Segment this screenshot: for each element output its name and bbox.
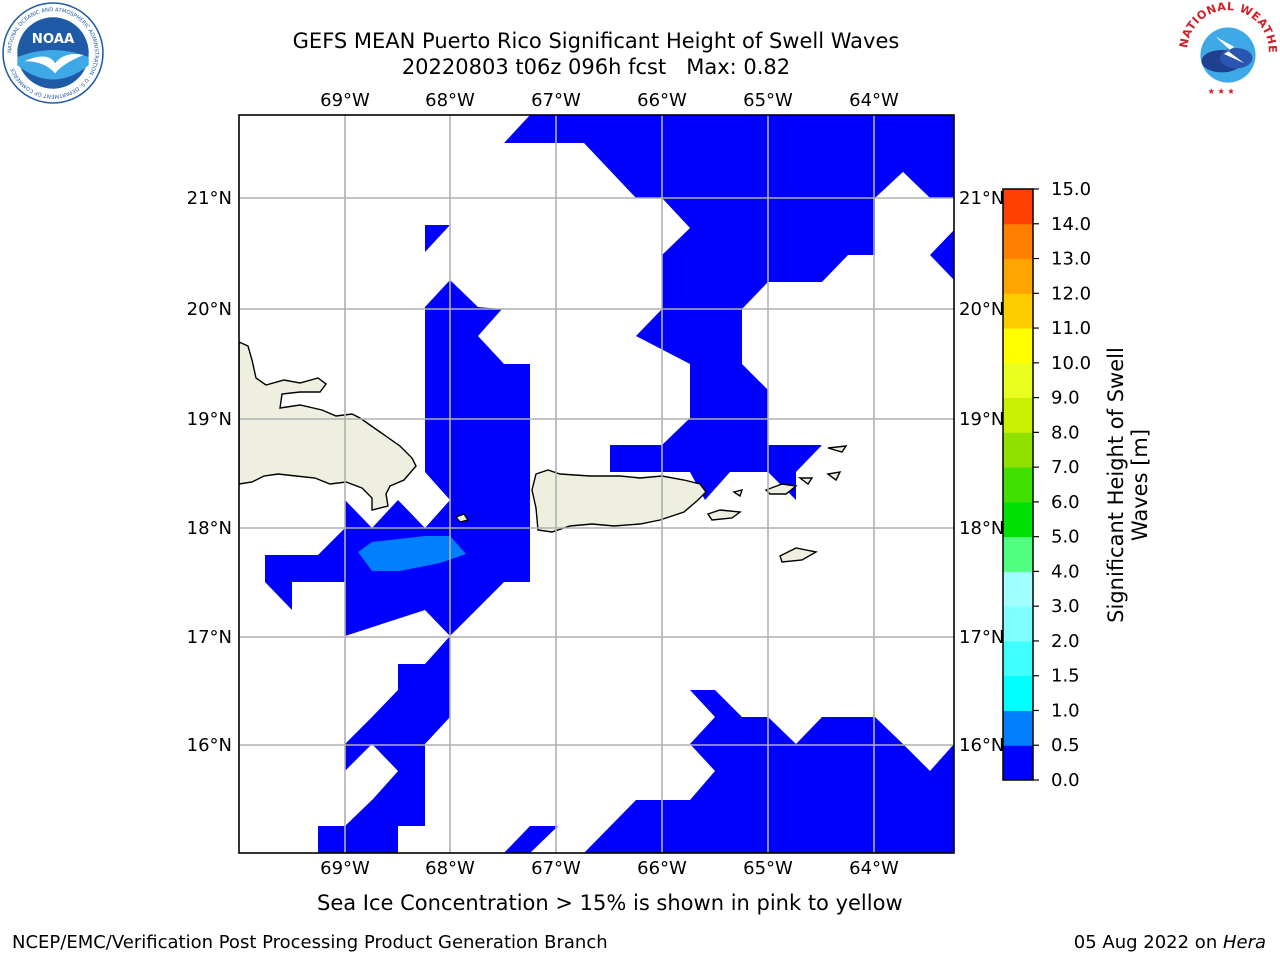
lon-tick-label: 68°W <box>425 858 475 879</box>
st-croix <box>779 547 818 563</box>
anguilla <box>732 489 744 498</box>
swell-field-0.5-1.0 <box>358 536 466 571</box>
map-grid <box>239 115 954 853</box>
colorbar-tick-label: 15.0 <box>1051 179 1091 200</box>
colorbar-segment <box>1003 745 1033 781</box>
footer-host: Hera <box>1222 932 1266 953</box>
lat-tick-label: 16°N <box>187 735 232 756</box>
sea-ice-note: Sea Ice Concentration > 15% is shown in … <box>317 891 903 915</box>
colorbar-segment <box>1003 328 1033 364</box>
colorbar-tick-label: 2.0 <box>1051 631 1080 652</box>
lat-tick-label: 16°N <box>959 735 1004 756</box>
colorbar-tick-label: 5.0 <box>1051 527 1080 548</box>
colorbar-tick-label: 9.0 <box>1051 388 1080 409</box>
colorbar-tick-label: 4.0 <box>1051 561 1080 582</box>
colorbar-frame <box>1002 188 1034 781</box>
lat-tick-label: 20°N <box>959 299 1004 320</box>
virgin-islands-c <box>826 471 842 482</box>
footer-credit: NCEP/EMC/Verification Post Processing Pr… <box>12 932 608 953</box>
colorbar-tick-label: 8.0 <box>1051 422 1080 443</box>
colorbar-tick-label: 0.5 <box>1051 735 1080 756</box>
lon-tick-label: 64°W <box>849 858 899 879</box>
colorbar-segment <box>1003 675 1033 711</box>
colorbar-tick-label: 1.0 <box>1051 700 1080 721</box>
lat-tick-label: 17°N <box>187 627 232 648</box>
colorbar-segment <box>1003 640 1033 677</box>
swell-field-0-0.5 <box>265 115 954 853</box>
map-area <box>239 115 954 853</box>
map-frame <box>238 114 955 854</box>
colorbar-segment <box>1003 467 1033 503</box>
noaa-logo: NATIONAL OCEANIC AND ATMOSPHERIC ADMINIS… <box>2 2 104 104</box>
colorbar-tick-label: 1.5 <box>1051 666 1080 687</box>
colorbar-segment <box>1003 571 1033 607</box>
colorbar-label-line2: Waves [m] <box>1128 428 1152 542</box>
colorbar-segment <box>1003 536 1033 572</box>
colorbar-tick-label: 7.0 <box>1051 457 1080 478</box>
colorbar-segment <box>1003 362 1033 399</box>
hispaniola <box>239 341 417 511</box>
puerto-rico <box>531 469 707 533</box>
colorbar <box>1002 188 1034 781</box>
lon-ticks-top: 69°W 68°W 67°W 66°W 65°W 64°W <box>320 90 899 111</box>
chart-title: GEFS MEAN Puerto Rico Significant Height… <box>292 29 900 53</box>
lat-tick-label: 17°N <box>959 627 1004 648</box>
colorbar-tick-label: 12.0 <box>1051 283 1091 304</box>
lat-tick-label: 21°N <box>959 188 1004 209</box>
lon-tick-label: 68°W <box>425 90 475 111</box>
nws-logo: NATIONAL WEATHER SERVICE ★ ★ ★ <box>1177 0 1278 100</box>
colorbar-ticks: 0.0 0.5 1.0 1.5 2.0 3.0 4.0 5.0 6.0 7.0 8.0 9.0 10.0… <box>1033 179 1091 791</box>
svg-text:★ ★ ★: ★ ★ ★ <box>1208 86 1235 96</box>
lon-tick-label: 64°W <box>849 90 899 111</box>
lon-tick-label: 69°W <box>320 858 370 879</box>
lat-tick-label: 19°N <box>187 409 232 430</box>
virgin-islands-d <box>827 445 848 453</box>
lon-ticks-bottom: 69°W 68°W 67°W 66°W 65°W 64°W <box>320 858 899 879</box>
lat-ticks-left: 21°N 20°N 19°N 18°N 17°N 16°N <box>187 188 232 756</box>
colorbar-tick-label: 11.0 <box>1051 318 1091 339</box>
lat-ticks-right: 21°N 20°N 19°N 18°N 17°N 16°N <box>959 188 1004 756</box>
colorbar-tick-label: 13.0 <box>1051 249 1091 270</box>
colorbar-segment <box>1003 189 1033 225</box>
colorbar-segment <box>1003 501 1033 538</box>
lat-tick-label: 21°N <box>187 188 232 209</box>
virgin-islands-b <box>797 477 814 486</box>
lon-tick-label: 69°W <box>320 90 370 111</box>
colorbar-segment <box>1003 293 1033 329</box>
colorbar-segment <box>1003 710 1033 746</box>
colorbar-label-line1: Significant Height of Swell <box>1104 347 1128 623</box>
colorbar-tick-label: 0.0 <box>1051 770 1080 791</box>
colorbar-segment <box>1003 606 1033 642</box>
footer-date: 05 Aug 2022 on Hera <box>1074 932 1266 953</box>
lat-tick-label: 19°N <box>959 409 1004 430</box>
mona-island <box>454 513 470 523</box>
lon-tick-label: 65°W <box>743 858 793 879</box>
lon-tick-label: 67°W <box>531 90 581 111</box>
culebra-vieques <box>706 509 742 521</box>
lat-tick-label: 20°N <box>187 299 232 320</box>
colorbar-tick-label: 3.0 <box>1051 596 1080 617</box>
colorbar-tick-label: 6.0 <box>1051 492 1080 513</box>
colorbar-segment <box>1003 397 1033 433</box>
colorbar-segment <box>1003 223 1033 260</box>
colorbar-tick-label: 14.0 <box>1051 214 1091 235</box>
colorbar-segment <box>1003 432 1033 468</box>
lon-tick-label: 67°W <box>531 858 581 879</box>
footer-date-text: 05 Aug 2022 on <box>1073 932 1223 953</box>
lon-tick-label: 65°W <box>743 90 793 111</box>
lat-tick-label: 18°N <box>959 518 1004 539</box>
colorbar-tick-label: 10.0 <box>1051 353 1091 374</box>
lon-tick-label: 66°W <box>637 90 687 111</box>
noaa-logo-text: NOAA <box>32 32 75 47</box>
virgin-islands-a <box>764 483 798 495</box>
chart-subtitle: 20220803 t06z 096h fcst Max: 0.82 <box>401 55 791 79</box>
lat-tick-label: 18°N <box>187 518 232 539</box>
lon-tick-label: 66°W <box>637 858 687 879</box>
colorbar-segment <box>1003 258 1033 294</box>
